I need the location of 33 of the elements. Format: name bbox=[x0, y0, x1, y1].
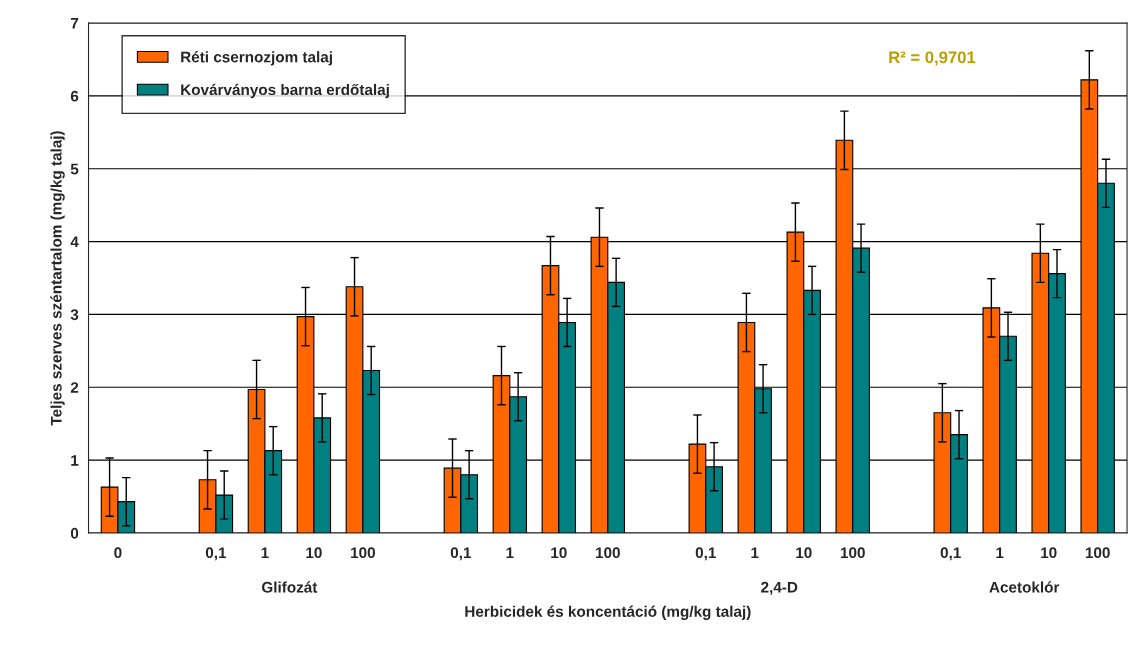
x-tick-label: 0,1 bbox=[940, 547, 961, 561]
x-tick-label: 10 bbox=[796, 547, 812, 559]
x-tick-label: 0,1 bbox=[450, 547, 472, 561]
x-tick-label: 10 bbox=[306, 547, 322, 559]
y-tick-label: 1 bbox=[71, 455, 79, 466]
x-tick-label: 10 bbox=[1041, 547, 1057, 559]
y-tick-label: 3 bbox=[70, 309, 79, 321]
y-tick-label: 2 bbox=[70, 382, 79, 393]
x-tick-label: 0 bbox=[114, 547, 122, 559]
y-tick-label: 6 bbox=[70, 90, 79, 102]
x-tick-label: 1 bbox=[996, 547, 1004, 558]
x-tick-label: 100 bbox=[840, 547, 865, 559]
x-tick-label: 100 bbox=[1085, 547, 1110, 559]
x-tick-label: 0,1 bbox=[695, 547, 716, 561]
annotation: R² = 0,9701 bbox=[889, 51, 976, 66]
y-tick-label: 0 bbox=[70, 527, 79, 539]
x-tick-label: 0,1 bbox=[205, 547, 227, 561]
legend-label: Réti csernozjom talaj bbox=[181, 51, 332, 66]
text: Acetoklór bbox=[989, 581, 1060, 593]
legend-label: Kovárványos barna erdőtalaj bbox=[181, 83, 389, 99]
x-tick-label: 1 bbox=[506, 547, 514, 558]
x-tick-label: 1 bbox=[751, 547, 759, 558]
x-tick-label: 100 bbox=[596, 547, 620, 559]
y-axis-title: Teljes szerves széntartalom (mg/kg talaj) bbox=[50, 131, 65, 426]
x-tick-label: 10 bbox=[551, 547, 567, 559]
y-tick-label: 5 bbox=[70, 163, 79, 175]
x-axis-title: Herbicidek és koncentáció (mg/kg talaj) bbox=[465, 605, 751, 620]
x-tick-label: 100 bbox=[351, 547, 375, 559]
text: 2,4-D bbox=[761, 581, 798, 595]
x-tick-label: 1 bbox=[261, 547, 269, 558]
y-tick-label: 4 bbox=[70, 236, 79, 248]
y-tick-label: 7 bbox=[70, 18, 79, 29]
text: Glifozát bbox=[262, 581, 318, 593]
